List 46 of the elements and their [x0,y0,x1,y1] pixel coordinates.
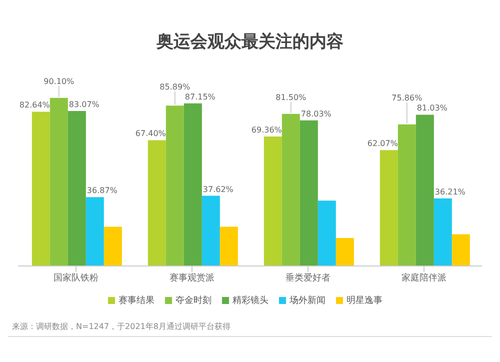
data-label: 75.86% [392,94,423,103]
data-label: 78.03% [300,109,332,118]
data-label: 37.62% [202,184,234,194]
legend-label: 明星逸事 [346,296,382,306]
bar [202,196,220,266]
x-tick-label: 国家队铁粉 [54,272,98,284]
bar [220,226,238,266]
x-tick-label: 赛事观赏派 [170,272,214,284]
bar [264,136,282,266]
legend-label: 精彩镜头 [232,296,268,306]
x-tick-label: 垂类爱好者 [286,272,330,284]
data-label: 83.07% [68,100,100,109]
data-label: 67.40% [135,129,166,138]
legend-label: 赛事结果 [118,296,154,306]
bar [434,198,452,266]
bar [32,112,50,266]
bar [336,238,354,266]
bar [452,234,470,266]
data-label: 82.64% [19,100,50,110]
bar [416,114,434,266]
x-tick-label: 家庭陪伴派 [402,272,446,284]
data-label: 85.89% [160,82,191,92]
bar [300,120,318,266]
bar [50,98,68,266]
bar [68,110,86,266]
data-label: 81.50% [276,92,307,102]
bar [86,197,104,266]
source-note: 来源：调研数据，N=1247，于2021年8月通过调研平台获得 [8,321,492,337]
bar [380,150,398,266]
data-label: 62.07% [367,139,398,148]
bar [184,103,202,266]
bar [282,114,300,266]
data-label: 36.87% [86,186,118,196]
data-label: 87.15% [184,92,216,102]
data-label: 69.36% [251,126,282,135]
chart-title: 奥运会观众最关注的内容 [155,31,344,54]
bar [318,200,336,266]
bar [166,106,184,266]
bar [398,124,416,266]
data-label: 90.10% [44,76,75,86]
data-label: 81.03% [416,104,448,113]
bar [148,140,166,266]
data-label: 36.21% [434,187,466,196]
legend-label: 场外新闻 [290,296,326,306]
bar [104,226,122,266]
legend-label: 夺金时刻 [176,296,212,306]
